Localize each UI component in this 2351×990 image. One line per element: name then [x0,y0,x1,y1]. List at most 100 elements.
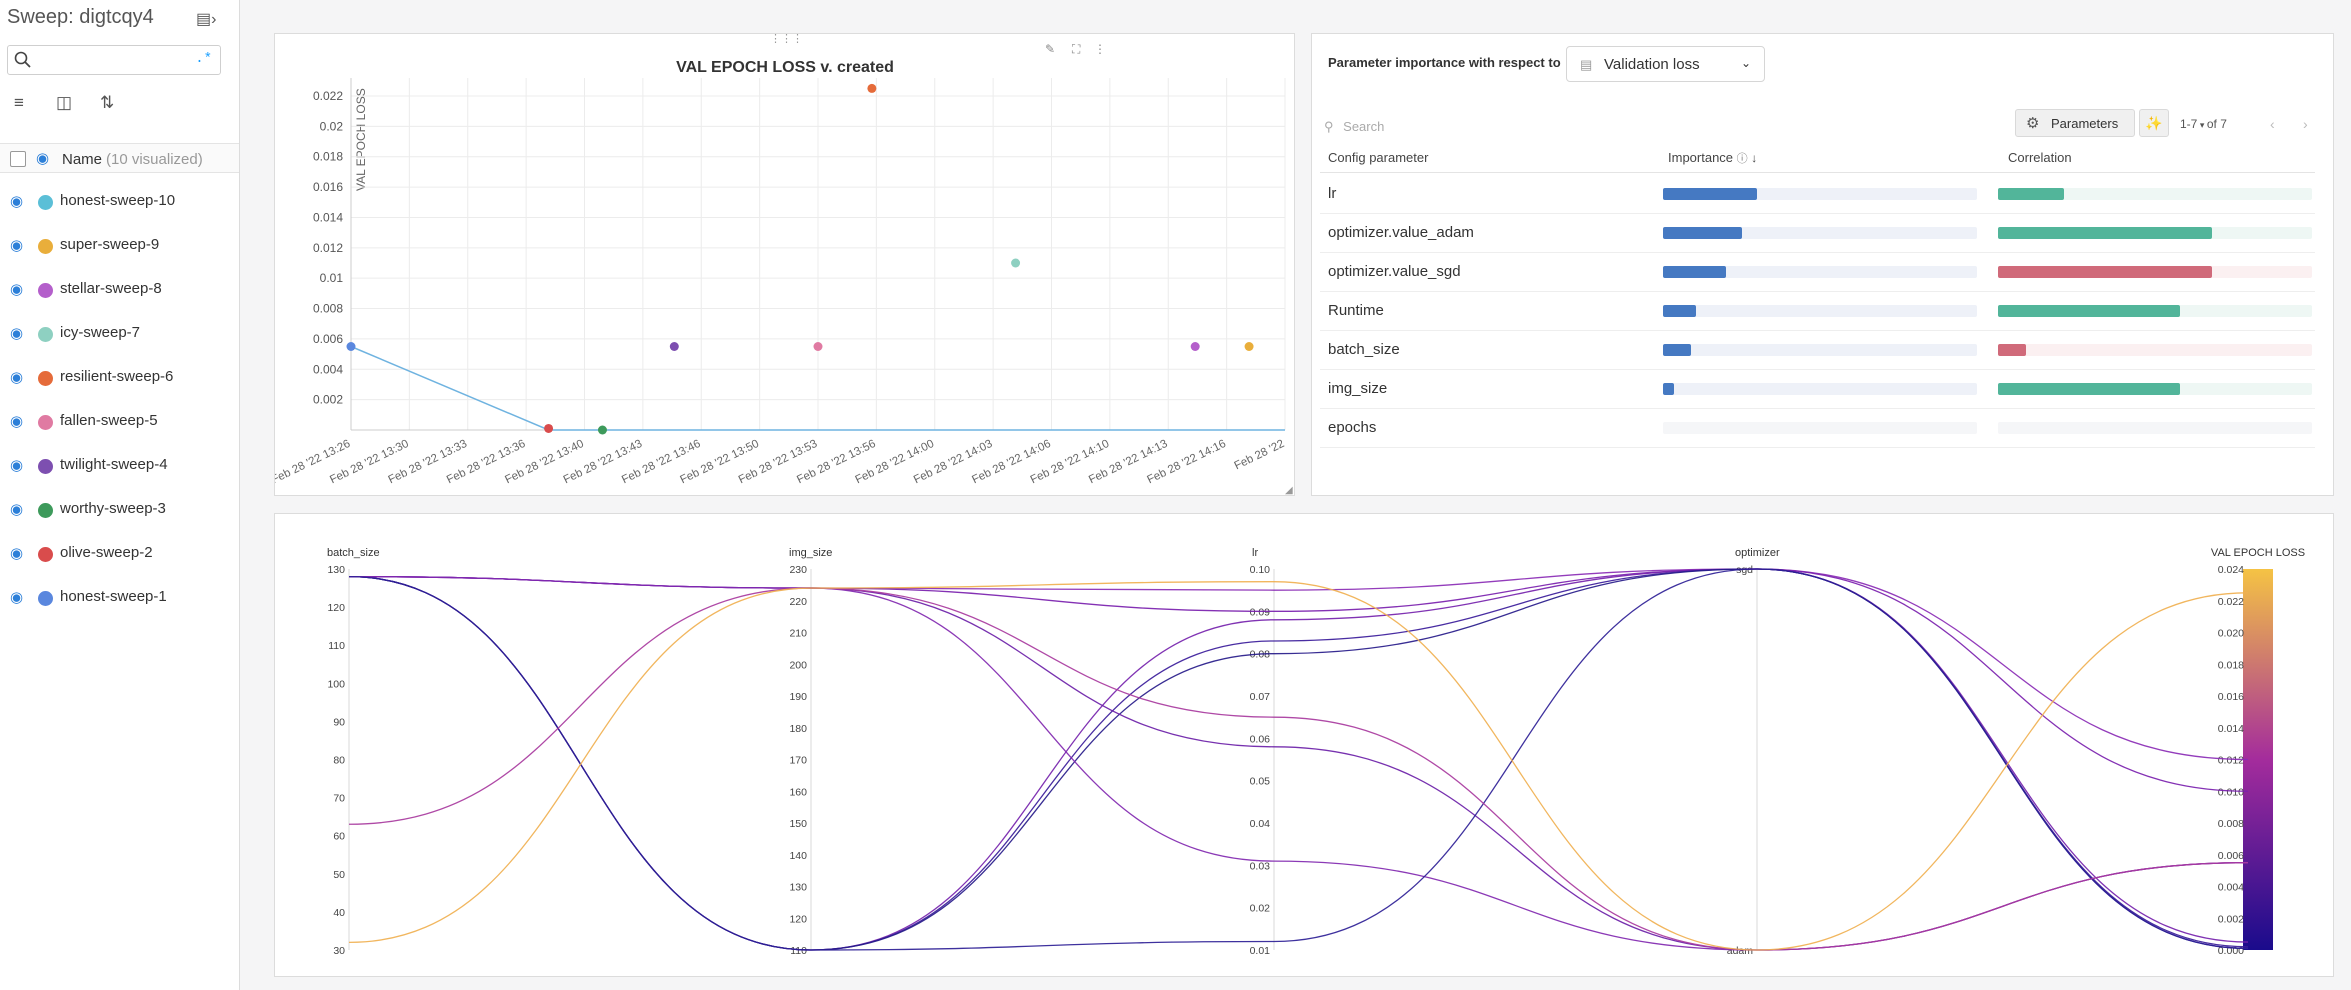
name-header[interactable]: Name [62,151,103,168]
param-name: img_size [1328,380,1388,397]
run-name[interactable]: super-sweep-9 [60,236,160,253]
scatter-point[interactable] [1011,258,1021,268]
run-row[interactable]: ◉ resilient-sweep-6 [0,356,239,400]
magic-wand-icon[interactable]: ✨ [2139,109,2169,137]
y-tick-label: 0.002 [313,393,343,407]
eye-icon[interactable]: ◉ [36,150,50,167]
run-line[interactable] [348,568,2249,792]
run-name[interactable]: worthy-sweep-3 [60,500,166,517]
run-color-dot[interactable] [38,327,53,342]
eye-icon[interactable]: ◉ [10,237,24,254]
axis-label[interactable]: lr [1252,547,1258,559]
run-color-dot[interactable] [38,503,53,518]
run-name[interactable]: resilient-sweep-6 [60,368,174,385]
next-page-icon[interactable]: › [2303,116,2308,132]
run-line[interactable] [348,575,2249,951]
run-row[interactable]: ◉ honest-sweep-1 [0,576,239,620]
param-name: epochs [1328,419,1377,436]
run-row[interactable]: ◉ worthy-sweep-3 [0,488,239,532]
run-color-dot[interactable] [38,415,53,430]
scatter-point[interactable] [813,342,823,351]
run-color-dot[interactable] [38,547,53,562]
scatter-point[interactable] [544,423,554,433]
scatter-point[interactable] [346,342,356,351]
run-color-dot[interactable] [38,591,53,606]
run-name[interactable]: icy-sweep-7 [60,324,141,341]
run-name[interactable]: honest-sweep-1 [60,588,167,605]
run-name[interactable]: honest-sweep-10 [60,192,176,209]
run-line[interactable] [348,575,2249,951]
run-name[interactable]: twilight-sweep-4 [60,456,168,473]
info-icon[interactable]: ⓘ [1736,153,1748,165]
run-line[interactable] [348,568,2249,951]
fullscreen-icon[interactable]: ⛶ [1072,42,1081,56]
table-icon[interactable]: ▤› [196,11,217,28]
run-row[interactable]: ◉ olive-sweep-2 [0,532,239,576]
run-line[interactable] [348,568,2249,951]
run-row[interactable]: ◉ super-sweep-9 [0,224,239,268]
importance-header: Parameter importance with respect to [1328,55,1561,70]
axis-label[interactable]: optimizer [1735,547,1780,559]
scatter-point[interactable] [1244,342,1254,351]
run-row[interactable]: ◉ twilight-sweep-4 [0,444,239,488]
importance-search[interactable]: ⚲ Search [1324,119,1384,135]
eye-icon[interactable]: ◉ [10,501,24,518]
run-line[interactable] [348,581,2249,951]
scatter-point[interactable] [1190,342,1200,351]
run-color-dot[interactable] [38,371,53,386]
axis-label[interactable]: img_size [789,547,832,559]
select-all-checkbox[interactable] [10,151,26,167]
run-color-dot[interactable] [38,195,53,210]
run-row[interactable]: ◉ honest-sweep-10 [0,180,239,224]
axis-label[interactable]: VAL EPOCH LOSS [2211,547,2305,559]
scatter-point[interactable] [669,342,679,351]
edit-icon[interactable]: ✎ [1045,42,1056,56]
eye-icon[interactable]: ◉ [10,369,24,386]
run-color-dot[interactable] [38,239,53,254]
correlation-bar-track [1998,266,2312,278]
eye-icon[interactable]: ◉ [10,457,24,474]
eye-icon[interactable]: ◉ [10,281,24,298]
run-line[interactable] [348,587,2249,951]
resize-handle-icon[interactable]: ◢ [1285,485,1293,495]
run-name[interactable]: stellar-sweep-8 [60,280,162,297]
sort-desc-icon[interactable]: ↓ [1751,151,1758,165]
search-input[interactable] [38,50,192,72]
eye-icon[interactable]: ◉ [10,325,24,342]
eye-icon[interactable]: ◉ [10,413,24,430]
run-line[interactable] [348,568,2249,761]
run-line[interactable] [348,568,2249,951]
run-color-dot[interactable] [38,459,53,474]
eye-icon[interactable]: ◉ [10,193,24,210]
parameters-button[interactable]: ⚙ Parameters [2015,109,2135,137]
run-row[interactable]: ◉ fallen-sweep-5 [0,400,239,444]
run-search[interactable]: .* [7,45,221,75]
run-name[interactable]: fallen-sweep-5 [60,412,158,429]
run-name[interactable]: olive-sweep-2 [60,544,153,561]
axis-tick-label: 0.020 [2218,628,2244,640]
eye-icon[interactable]: ◉ [10,545,24,562]
page-range[interactable]: 1-7 [2180,117,2198,131]
scatter-point[interactable] [867,83,877,93]
search-placeholder: Search [1343,119,1385,134]
eye-icon[interactable]: ◉ [10,589,24,606]
columns-icon[interactable]: ◫ [56,93,73,112]
run-color-dot[interactable] [38,283,53,298]
filter-icon[interactable]: ≡ [14,93,24,112]
more-icon[interactable]: ⋮ [1094,42,1106,56]
scatter-point[interactable] [597,425,607,435]
col-importance[interactable]: Importance ⓘ ↓ [1668,150,1757,166]
axis-tick-label: 140 [789,850,807,862]
run-row[interactable]: ◉ icy-sweep-7 [0,312,239,356]
importance-bar [1663,383,1674,395]
chart-icon: ▤ [1580,57,1593,72]
run-row[interactable]: ◉ stellar-sweep-8 [0,268,239,312]
run-line[interactable] [348,568,2249,951]
prev-page-icon[interactable]: ‹ [2270,116,2275,132]
correlation-bar-track [1998,188,2312,200]
metric-select[interactable]: ▤ Validation loss ⌄ [1566,46,1765,82]
regex-toggle[interactable]: .* [195,51,212,67]
sort-icon[interactable]: ⇅ [100,93,115,112]
axis-label[interactable]: batch_size [327,547,380,559]
drag-handle-icon[interactable]: ⋮⋮⋮ [770,33,803,45]
